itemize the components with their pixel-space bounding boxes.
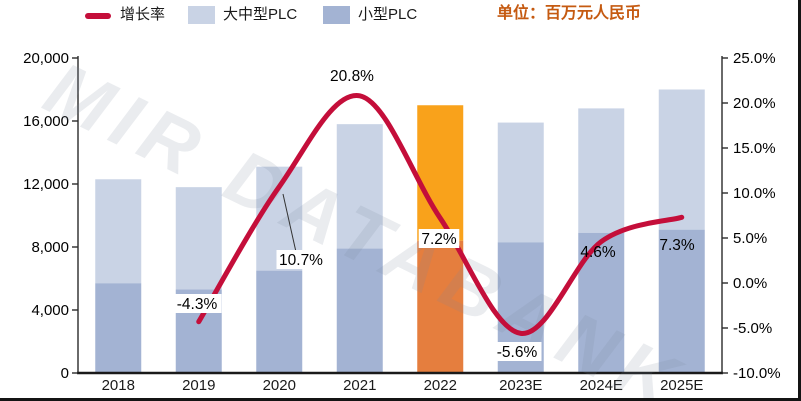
x-tick-2023E: 2023E [499, 377, 542, 394]
bar-large-2025E [658, 89, 705, 230]
x-tick-2022: 2022 [424, 377, 457, 394]
growth-label-2024E: 4.6% [580, 244, 616, 261]
y-left-label: 16,000 [23, 113, 69, 130]
y-right-label: 5.0% [733, 230, 767, 247]
unit-note: 单位：百万元人民币 [497, 5, 642, 22]
y-left-label: 20,000 [23, 50, 69, 67]
growth-label-2025E: 7.3% [659, 237, 695, 254]
x-tick-2021: 2021 [343, 377, 376, 394]
growth-label-2023E: -5.6% [497, 344, 538, 361]
legend-label-large-plc: 大中型PLC [223, 6, 298, 23]
x-tick-2025E: 2025E [660, 377, 703, 394]
bar-large-2023E [497, 122, 544, 243]
y-left-label: 4,000 [31, 302, 69, 319]
y-left-label: 0 [61, 365, 69, 382]
small-plc-swatch [323, 6, 350, 24]
y-left-label: 8,000 [31, 239, 69, 256]
x-tick-2018: 2018 [102, 377, 135, 394]
large-plc-swatch [188, 6, 215, 24]
y-right-label: 25.0% [733, 50, 776, 67]
label-leader-line [282, 193, 297, 253]
y-right-label: -5.0% [733, 320, 772, 337]
x-tick-2020: 2020 [263, 377, 296, 394]
label-bg [418, 229, 460, 248]
growth-line [196, 93, 685, 336]
y-right-label: 10.0% [733, 185, 776, 202]
legend-label-growth: 增长率 [120, 6, 166, 23]
x-tick-2019: 2019 [182, 377, 215, 394]
label-bg [276, 250, 326, 269]
growth-line-swatch [85, 13, 111, 19]
bar-small-2018 [95, 283, 142, 373]
y-right-label: 0.0% [733, 275, 767, 292]
legend: 增长率 大中型PLC 小型PLC 单位：百万元人民币 [0, 0, 798, 34]
label-bg [492, 342, 542, 361]
growth-label-2019: -4.3% [177, 296, 218, 313]
label-bg [172, 294, 222, 313]
growth-label-2022: 7.2% [421, 231, 457, 248]
bar-large-2021 [336, 124, 383, 249]
legend-label-small-plc: 小型PLC [358, 6, 418, 23]
x-tick-2024E: 2024E [580, 377, 623, 394]
bar-large-2018 [95, 179, 142, 284]
bar-small-2021 [336, 248, 383, 373]
y-right-label: 20.0% [733, 95, 776, 112]
growth-label-2020: 10.7% [279, 252, 323, 269]
y-left-label: 12,000 [23, 176, 69, 193]
bar-large-2024E [578, 108, 625, 233]
y-right-label: 15.0% [733, 140, 776, 157]
bar-large-2019 [175, 187, 222, 290]
bar-small-2025E [658, 229, 705, 373]
y-right-label: -10.0% [733, 365, 781, 382]
growth-label-2021: 20.8% [330, 68, 374, 85]
bar-small-2022 [417, 240, 464, 373]
bar-small-2020 [256, 270, 303, 373]
